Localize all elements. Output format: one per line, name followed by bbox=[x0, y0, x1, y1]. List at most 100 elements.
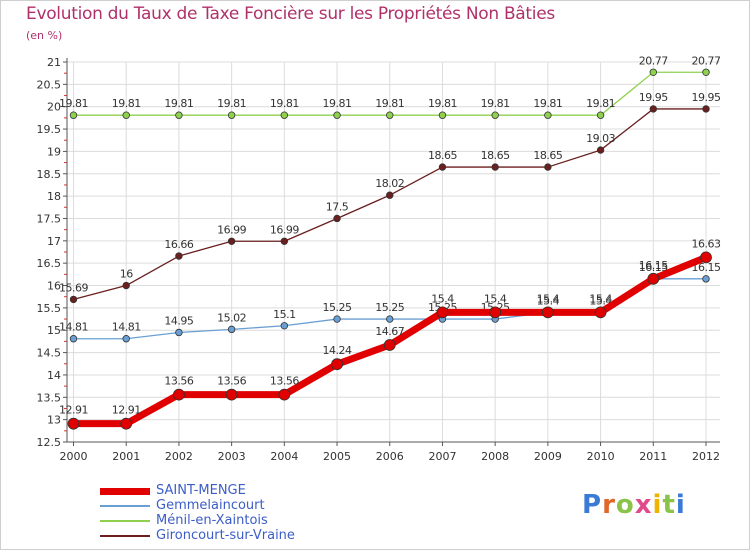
logo-letter: x bbox=[634, 490, 653, 520]
data-point-gemmelaincourt bbox=[386, 315, 394, 323]
data-point-gironcourt-sur-vraine bbox=[122, 281, 130, 290]
data-point-gironcourt-sur-vraine bbox=[702, 105, 710, 113]
x-tick-label: 2007 bbox=[428, 450, 456, 463]
data-label-gemmelaincourt: 15.25 bbox=[375, 301, 404, 314]
data-point-saint-menge bbox=[594, 306, 607, 319]
legend-label: SAINT-MENGE bbox=[156, 483, 246, 498]
data-label-saint-menge: 14.67 bbox=[375, 325, 404, 338]
y-tick-label: 13.5 bbox=[37, 391, 62, 404]
x-tick-label: 2001 bbox=[112, 450, 140, 463]
y-tick-label: 19.5 bbox=[37, 123, 62, 136]
y-tick-label: 17.5 bbox=[37, 212, 62, 225]
data-point-gironcourt-sur-vraine bbox=[69, 295, 78, 304]
data-label-gironcourt-sur-vraine: 18.65 bbox=[533, 149, 562, 162]
data-point-saint-menge bbox=[67, 417, 80, 430]
data-point-menil-en-xaintois bbox=[491, 111, 499, 119]
data-point-gironcourt-sur-vraine bbox=[227, 237, 236, 245]
legend-swatch bbox=[100, 487, 150, 495]
data-point-gemmelaincourt bbox=[69, 335, 78, 343]
data-label-saint-menge: 15.4 bbox=[537, 292, 560, 305]
data-label-menil-en-xaintois: 19.81 bbox=[323, 97, 352, 110]
data-point-gemmelaincourt bbox=[122, 335, 130, 343]
data-label-menil-en-xaintois: 19.81 bbox=[533, 97, 562, 110]
data-label-menil-en-xaintois: 19.81 bbox=[112, 97, 141, 110]
data-label-gemmelaincourt: 15.4 bbox=[589, 294, 612, 307]
x-tick-label: 2012 bbox=[692, 450, 720, 463]
plot-area bbox=[67, 62, 720, 442]
data-point-menil-en-xaintois bbox=[175, 111, 183, 119]
data-label-saint-menge: 15.4 bbox=[484, 292, 507, 305]
data-label-gemmelaincourt: 14.81 bbox=[112, 321, 141, 334]
data-label-gironcourt-sur-vraine: 16.99 bbox=[217, 223, 246, 236]
legend-label: Gemmelaincourt bbox=[156, 498, 265, 513]
data-label-saint-menge: 13.56 bbox=[270, 375, 299, 388]
y-tick-label: 18 bbox=[47, 190, 61, 203]
data-label-menil-en-xaintois: 20.77 bbox=[692, 54, 721, 67]
data-label-menil-en-xaintois: 19.81 bbox=[59, 97, 88, 110]
data-point-menil-en-xaintois bbox=[280, 111, 289, 119]
x-tick-label: 2003 bbox=[218, 450, 246, 463]
data-label-saint-menge: 16.63 bbox=[692, 237, 721, 250]
data-label-saint-menge: 12.91 bbox=[59, 404, 88, 417]
data-point-gironcourt-sur-vraine bbox=[491, 163, 499, 171]
y-tick-label: 21 bbox=[47, 56, 61, 69]
x-tick-label: 2009 bbox=[534, 450, 562, 463]
logo-letter: t bbox=[662, 490, 676, 520]
data-point-saint-menge bbox=[120, 417, 133, 430]
legend-label: Gironcourt-sur-Vraine bbox=[156, 528, 295, 543]
unit-label: (en %) bbox=[26, 29, 63, 42]
data-point-saint-menge bbox=[647, 272, 660, 285]
data-point-menil-en-xaintois bbox=[649, 68, 657, 76]
y-tick-label: 17 bbox=[47, 235, 61, 248]
y-tick-label: 15.5 bbox=[37, 302, 62, 315]
proxiti-logo: Proxiti bbox=[582, 490, 686, 520]
data-label-menil-en-xaintois: 19.81 bbox=[481, 97, 510, 110]
data-point-saint-menge bbox=[383, 339, 396, 351]
data-point-saint-menge bbox=[278, 388, 291, 401]
data-label-gemmelaincourt: 16.15 bbox=[692, 261, 721, 274]
data-point-gemmelaincourt bbox=[702, 275, 710, 283]
data-label-saint-menge: 15.4 bbox=[589, 292, 612, 305]
y-tick-label: 20 bbox=[47, 101, 61, 114]
data-label-gironcourt-sur-vraine: 16 bbox=[120, 268, 133, 281]
legend-label: Ménil-en-Xaintois bbox=[156, 513, 268, 528]
logo-letter: i bbox=[675, 490, 686, 520]
data-point-saint-menge bbox=[700, 251, 712, 264]
logo-letter: o bbox=[615, 490, 635, 520]
data-point-gironcourt-sur-vraine bbox=[386, 191, 394, 199]
x-tick-label: 2002 bbox=[165, 450, 193, 463]
y-tick-label: 16.5 bbox=[37, 257, 62, 270]
logo-letter: P bbox=[582, 490, 603, 520]
data-label-gironcourt-sur-vraine: 16.66 bbox=[164, 238, 193, 251]
data-point-saint-menge bbox=[436, 306, 449, 319]
data-point-saint-menge bbox=[225, 388, 238, 401]
y-tick-label: 13 bbox=[47, 414, 61, 427]
data-label-gironcourt-sur-vraine: 18.02 bbox=[375, 177, 404, 190]
legend-swatch bbox=[100, 520, 150, 522]
x-tick-label: 2006 bbox=[376, 450, 404, 463]
data-label-gironcourt-sur-vraine: 19.95 bbox=[639, 91, 668, 104]
data-label-menil-en-xaintois: 20.77 bbox=[639, 54, 668, 67]
x-tick-label: 2000 bbox=[60, 450, 88, 463]
data-label-saint-menge: 12.91 bbox=[112, 404, 141, 417]
data-point-saint-menge bbox=[173, 388, 185, 401]
data-label-gemmelaincourt: 15.4 bbox=[537, 294, 560, 307]
data-label-gemmelaincourt: 14.95 bbox=[164, 314, 193, 327]
data-label-menil-en-xaintois: 19.81 bbox=[164, 97, 193, 110]
data-point-menil-en-xaintois bbox=[386, 111, 394, 119]
logo-letter: r bbox=[602, 490, 616, 520]
data-point-saint-menge bbox=[331, 358, 343, 371]
legend-swatch bbox=[100, 505, 150, 507]
data-label-menil-en-xaintois: 19.81 bbox=[270, 97, 299, 110]
data-point-gironcourt-sur-vraine bbox=[649, 105, 657, 113]
data-point-saint-menge bbox=[489, 306, 502, 319]
data-label-gemmelaincourt: 16.15 bbox=[639, 261, 668, 274]
data-point-gemmelaincourt bbox=[280, 322, 289, 330]
data-label-saint-menge: 16.15 bbox=[639, 259, 668, 272]
data-label-menil-en-xaintois: 19.81 bbox=[217, 97, 246, 110]
data-point-menil-en-xaintois bbox=[438, 111, 447, 119]
y-tick-label: 20.5 bbox=[37, 78, 62, 91]
data-point-gironcourt-sur-vraine bbox=[438, 163, 447, 171]
data-label-gemmelaincourt: 15.1 bbox=[273, 308, 296, 321]
